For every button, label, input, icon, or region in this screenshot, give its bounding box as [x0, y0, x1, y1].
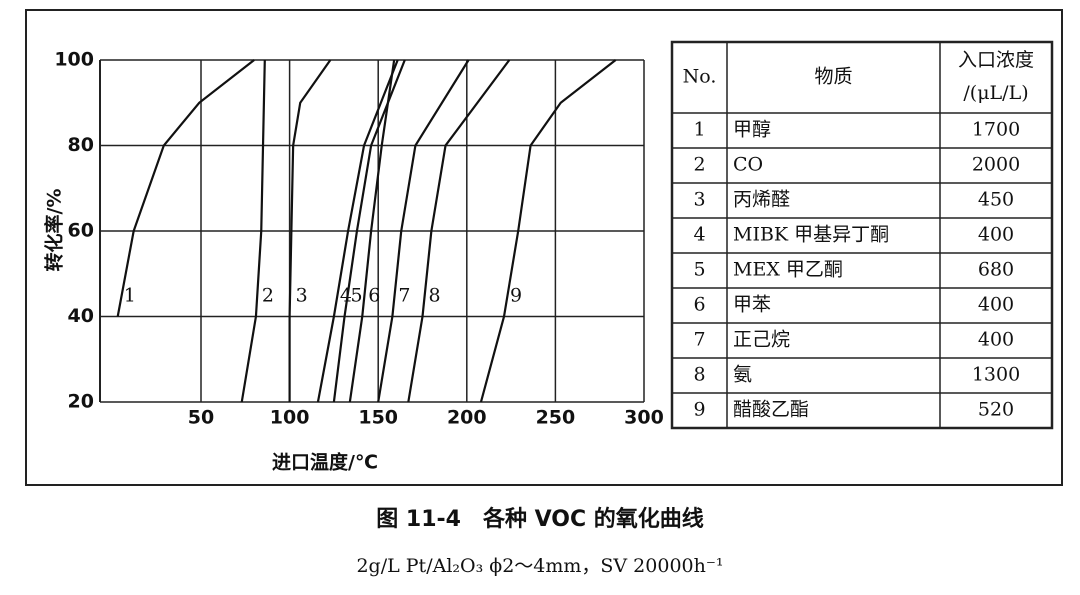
table-cell: 400	[978, 329, 1014, 351]
table-cell: 4	[693, 224, 705, 246]
caption-title: 图 11-4 各种 VOC 的氧化曲线	[376, 506, 704, 532]
y-axis-label: 转化率/%	[43, 189, 66, 272]
y-tick-label: 60	[68, 220, 94, 242]
table-cell: 7	[693, 329, 705, 351]
table-cell: 5	[693, 259, 705, 281]
table-cell: 1	[693, 119, 705, 141]
table-header: 物质	[814, 66, 852, 88]
curve-label: 3	[296, 285, 308, 307]
table-cell: 3	[693, 189, 705, 211]
caption-subtitle: 2g/L Pt/Al₂O₃ ϕ2～4mm，SV 20000h⁻¹	[356, 555, 723, 577]
curve-label: 1	[124, 285, 136, 307]
curve-label: 6	[368, 285, 380, 307]
table-cell: 氨	[733, 364, 752, 386]
table-cell: 2000	[972, 154, 1020, 176]
table-cell: 450	[978, 189, 1014, 211]
table-cell: 甲苯	[733, 294, 771, 316]
table-cell: 6	[693, 294, 705, 316]
table-cell: 2	[693, 154, 705, 176]
table-cell: CO	[733, 154, 763, 176]
table-header: /(μL/L)	[963, 82, 1028, 104]
y-tick-label: 100	[54, 49, 94, 71]
x-tick-label: 200	[447, 407, 487, 429]
curve	[377, 59, 470, 403]
curve	[316, 59, 399, 403]
table-cell: MIBK 甲基异丁酮	[733, 224, 889, 246]
y-tick-label: 40	[68, 305, 94, 327]
table-cell: 8	[693, 364, 705, 386]
curve	[348, 59, 396, 403]
x-tick-label: 250	[536, 407, 576, 429]
x-tick-label: 300	[624, 407, 664, 429]
table-cell: 甲醇	[733, 119, 771, 141]
y-tick-label: 20	[68, 391, 94, 413]
table-cell: 1700	[972, 119, 1020, 141]
table-cell: 醋酸乙酯	[733, 399, 809, 421]
frame	[25, 9, 1063, 486]
curve	[116, 59, 255, 317]
curve	[407, 59, 511, 403]
curve	[288, 59, 332, 402]
table-cell: 9	[693, 399, 705, 421]
curve	[332, 59, 406, 403]
table-cell: 400	[978, 224, 1014, 246]
table-border	[670, 40, 1054, 430]
y-tick-label: 80	[68, 134, 94, 156]
table-header: 入口浓度	[958, 49, 1034, 71]
curve-label: 8	[429, 285, 441, 307]
curve-label: 5	[351, 285, 363, 307]
curve-label: 2	[262, 285, 274, 307]
table-header: No.	[683, 66, 717, 88]
table-cell: 丙烯醛	[733, 189, 790, 211]
table-cell: 520	[978, 399, 1014, 421]
x-tick-label: 150	[358, 407, 398, 429]
table-cell: MEX 甲乙酮	[733, 259, 843, 281]
curve	[479, 59, 617, 403]
x-tick-label: 100	[270, 407, 310, 429]
x-tick-label: 50	[188, 407, 214, 429]
x-axis-label: 进口温度/℃	[272, 451, 378, 474]
table-cell: 正己烷	[733, 329, 790, 351]
curve	[240, 59, 266, 403]
table-cell: 1300	[972, 364, 1020, 386]
table-cell: 400	[978, 294, 1014, 316]
table-cell: 680	[978, 259, 1014, 281]
curve-label: 7	[398, 285, 410, 307]
curve-label: 9	[510, 285, 522, 307]
